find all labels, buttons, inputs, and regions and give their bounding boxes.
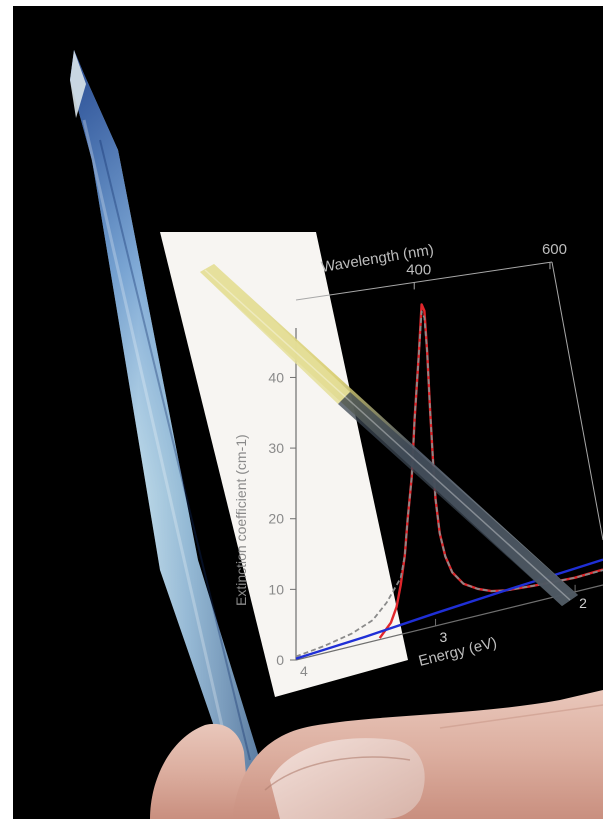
right-frame xyxy=(551,261,603,541)
plot-card xyxy=(160,232,408,697)
y-tick-label: 30 xyxy=(268,440,284,456)
x-axis xyxy=(295,584,603,661)
x-tick-label: 2 xyxy=(579,595,587,611)
y-tick-label: 0 xyxy=(276,652,284,668)
y-axis-label: Extinction coefficient (cm-1) xyxy=(233,434,249,606)
crystal-rod-large xyxy=(70,50,266,790)
x2-tick-label: 600 xyxy=(542,241,567,258)
crystal-rod-small xyxy=(200,264,578,606)
x2-axis xyxy=(295,261,553,301)
y-tick-label: 10 xyxy=(268,581,284,597)
y-tick-label: 20 xyxy=(268,511,284,527)
x-tick-label: 4 xyxy=(300,663,308,679)
x2-tick-label: 400 xyxy=(406,261,431,278)
x-tick-label: 3 xyxy=(440,629,448,645)
series-line-2 xyxy=(295,558,603,660)
hand xyxy=(150,690,603,819)
y-tick-label: 40 xyxy=(268,369,284,385)
